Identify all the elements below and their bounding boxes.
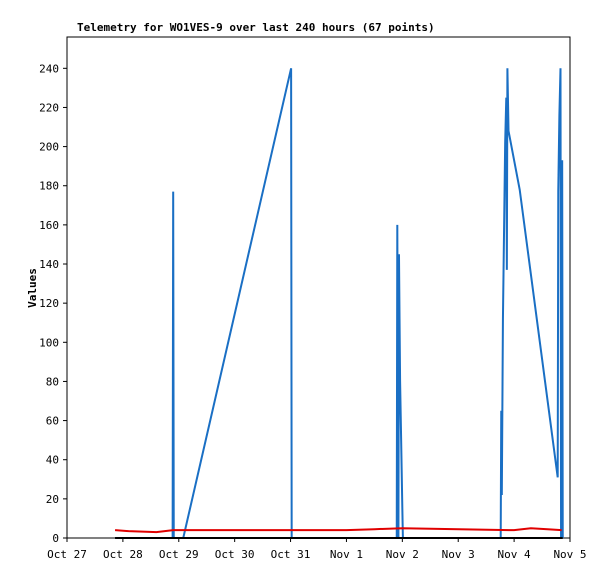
y-tick-label: 20 xyxy=(46,493,59,506)
y-tick-label: 0 xyxy=(52,532,59,545)
y-axis-label: Values xyxy=(26,268,39,308)
x-tick-label: Nov 4 xyxy=(498,548,531,561)
x-tick-label: Oct 31 xyxy=(271,548,311,561)
x-tick-label: Nov 1 xyxy=(330,548,363,561)
x-tick-label: Oct 29 xyxy=(159,548,199,561)
series-line xyxy=(114,527,562,534)
series-line xyxy=(115,68,564,539)
y-tick-label: 160 xyxy=(39,219,59,232)
y-tick-label: 80 xyxy=(46,375,59,388)
y-tick-label: 120 xyxy=(39,297,59,310)
x-tick-label: Oct 27 xyxy=(47,548,87,561)
x-tick-label: Nov 3 xyxy=(442,548,475,561)
y-tick-label: 200 xyxy=(39,141,59,154)
y-tick-label: 180 xyxy=(39,180,59,193)
y-tick-label: 140 xyxy=(39,258,59,271)
y-tick-label: 220 xyxy=(39,101,59,114)
y-tick-label: 240 xyxy=(39,62,59,75)
x-tick-label: Oct 28 xyxy=(103,548,143,561)
x-tick-label: Oct 30 xyxy=(215,548,255,561)
y-tick-label: 40 xyxy=(46,454,59,467)
y-tick-label: 100 xyxy=(39,336,59,349)
y-tick-label: 60 xyxy=(46,415,59,428)
plot-frame xyxy=(66,36,571,539)
x-tick-label: Nov 2 xyxy=(386,548,419,561)
x-tick-label: Nov 5 xyxy=(553,548,586,561)
chart-title: Telemetry for WO1VES-9 over last 240 hou… xyxy=(77,21,435,34)
